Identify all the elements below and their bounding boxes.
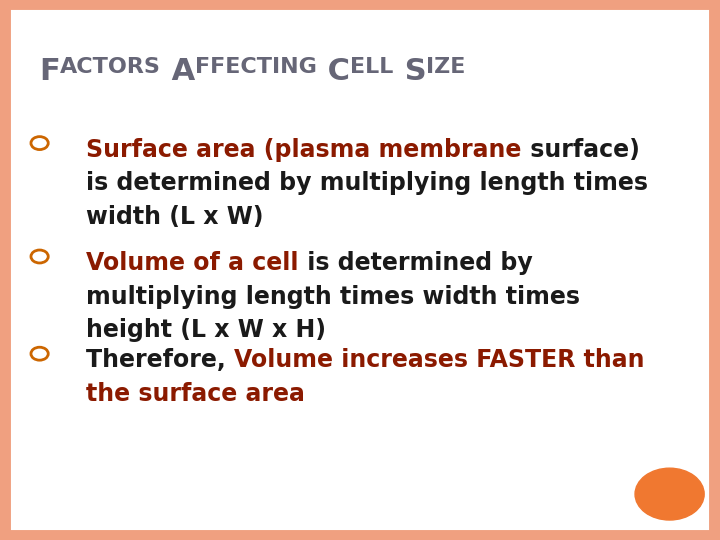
Text: C: C <box>318 57 351 86</box>
Text: is determined by multiplying length times: is determined by multiplying length time… <box>86 171 649 195</box>
Text: width (L x W): width (L x W) <box>86 205 264 228</box>
Text: ACTORS: ACTORS <box>60 57 161 77</box>
Text: multiplying length times width times: multiplying length times width times <box>86 285 580 308</box>
Text: ELL: ELL <box>351 57 394 77</box>
Text: Volume increases FASTER than: Volume increases FASTER than <box>235 348 645 372</box>
Text: F: F <box>40 57 60 86</box>
Text: Volume of a cell: Volume of a cell <box>86 251 299 275</box>
FancyBboxPatch shape <box>4 3 716 537</box>
Text: FFECTING: FFECTING <box>195 57 318 77</box>
Text: height (L x W x H): height (L x W x H) <box>86 318 326 342</box>
Text: surface): surface) <box>522 138 639 161</box>
Text: is determined by: is determined by <box>299 251 533 275</box>
Text: the surface area: the surface area <box>86 382 305 406</box>
Text: IZE: IZE <box>426 57 466 77</box>
Text: S: S <box>394 57 426 86</box>
Circle shape <box>635 468 704 520</box>
Text: Surface area (plasma membrane: Surface area (plasma membrane <box>86 138 522 161</box>
Text: A: A <box>161 57 195 86</box>
Text: Therefore,: Therefore, <box>86 348 235 372</box>
